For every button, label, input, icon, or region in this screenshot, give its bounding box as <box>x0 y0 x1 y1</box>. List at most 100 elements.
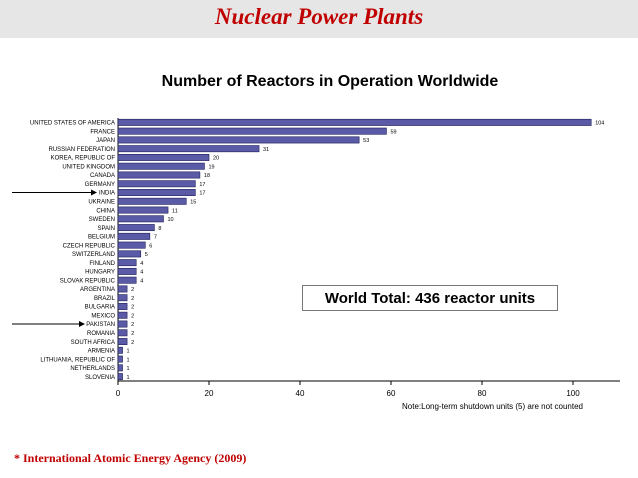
category-label: MEXICO <box>91 313 115 319</box>
data-label: 20 <box>213 156 219 162</box>
category-label: SLOVENIA <box>85 375 115 381</box>
data-label: 59 <box>390 129 396 135</box>
data-label: 10 <box>168 217 174 223</box>
category-label: SWITZERLAND <box>72 252 116 258</box>
data-label: 2 <box>131 331 134 337</box>
data-label: 2 <box>131 305 134 311</box>
category-label: RUSSIAN FEDERATION <box>48 147 115 153</box>
data-label: 11 <box>172 208 178 214</box>
source-citation: * International Atomic Energy Agency (20… <box>14 451 247 465</box>
x-tick-label: 80 <box>478 389 487 398</box>
category-label: BULGARIA <box>85 305 115 311</box>
data-label: 8 <box>158 226 161 232</box>
category-label: GERMANY <box>85 182 115 188</box>
bar <box>117 250 142 258</box>
bar <box>117 136 360 144</box>
category-label: SWEDEN <box>89 217 115 223</box>
data-label: 2 <box>131 313 134 319</box>
data-label: 31 <box>263 147 269 153</box>
data-label: 1 <box>127 357 130 363</box>
bar <box>117 215 164 223</box>
category-label: ARGENTINA <box>80 287 115 293</box>
chart-note: Note:Long-term shutdown units (5) are no… <box>402 402 583 411</box>
category-label: PAKISTAN <box>86 322 115 328</box>
data-label: 53 <box>363 138 369 144</box>
category-label: BELGIUM <box>88 235 115 241</box>
category-label: SOUTH AFRICA <box>71 340 115 346</box>
data-label: 7 <box>154 235 157 241</box>
category-label: LITHUANIA, REPUBLIC OF <box>40 357 115 363</box>
x-tick-label: 20 <box>205 389 214 398</box>
data-label: 1 <box>127 349 130 355</box>
category-label: JAPAN <box>96 138 115 144</box>
data-label: 4 <box>140 278 143 284</box>
bar <box>117 162 205 170</box>
category-label: SPAIN <box>97 226 115 232</box>
bar <box>117 241 146 249</box>
bar <box>117 294 128 302</box>
category-label: KOREA, REPUBLIC OF <box>51 156 116 162</box>
category-label: BRAZIL <box>94 296 116 302</box>
category-label: UNITED STATES OF AMERICA <box>30 121 115 127</box>
bar <box>117 189 196 196</box>
bar <box>117 320 128 328</box>
data-label: 17 <box>199 182 205 188</box>
highlight-arrow-head <box>79 321 85 328</box>
bar <box>117 338 128 346</box>
x-tick-label: 0 <box>116 389 121 398</box>
category-label: CHINA <box>96 208 115 214</box>
data-label: 2 <box>131 322 134 328</box>
bar <box>117 197 187 205</box>
x-tick-label: 60 <box>387 389 396 398</box>
category-label: CZECH REPUBLIC <box>63 243 116 249</box>
data-label: 6 <box>149 243 152 249</box>
category-label: ROMANIA <box>87 331 115 337</box>
data-label: 2 <box>131 296 134 302</box>
category-label: SLOVAK REPUBLIC <box>60 278 116 284</box>
bar <box>117 303 128 310</box>
data-label: 2 <box>131 287 134 293</box>
bar <box>117 311 128 319</box>
category-label: UKRAINE <box>88 199 115 205</box>
category-label: ARMENIA <box>88 349 115 355</box>
data-label: 4 <box>140 261 143 267</box>
bar <box>117 127 387 135</box>
header-band <box>0 0 638 38</box>
data-label: 19 <box>208 164 214 170</box>
data-label: 5 <box>145 252 148 258</box>
category-label: FINLAND <box>89 261 115 267</box>
category-label: NETHERLANDS <box>70 366 115 372</box>
bar <box>117 118 592 126</box>
category-label: HUNGARY <box>85 270 115 276</box>
bar <box>117 285 128 293</box>
bar <box>117 206 169 214</box>
data-label: 17 <box>199 191 205 197</box>
chart-title: Number of Reactors in Operation Worldwid… <box>161 73 499 90</box>
world-total-annotation: World Total: 436 reactor units <box>302 285 558 311</box>
slide-title: Nuclear Power Plants <box>214 4 424 29</box>
bar <box>117 373 123 381</box>
data-label: 4 <box>140 270 143 276</box>
x-tick-label: 100 <box>566 389 580 398</box>
data-label: 1 <box>127 366 130 372</box>
x-tick-label: 40 <box>296 389 305 398</box>
data-label: 18 <box>204 173 210 179</box>
category-label: FRANCE <box>90 129 115 135</box>
data-label: 2 <box>131 340 134 346</box>
category-label: CANADA <box>90 173 115 179</box>
bar <box>117 224 155 232</box>
bar <box>117 364 123 372</box>
bar <box>117 259 137 267</box>
bar <box>117 180 196 188</box>
bar <box>117 153 210 161</box>
bar <box>117 355 123 363</box>
bar <box>117 276 137 284</box>
data-label: 104 <box>595 121 604 127</box>
highlight-arrow-head <box>91 189 97 196</box>
bar <box>117 346 123 354</box>
bar <box>117 329 128 337</box>
bar <box>117 171 201 179</box>
data-label: 15 <box>190 199 196 205</box>
